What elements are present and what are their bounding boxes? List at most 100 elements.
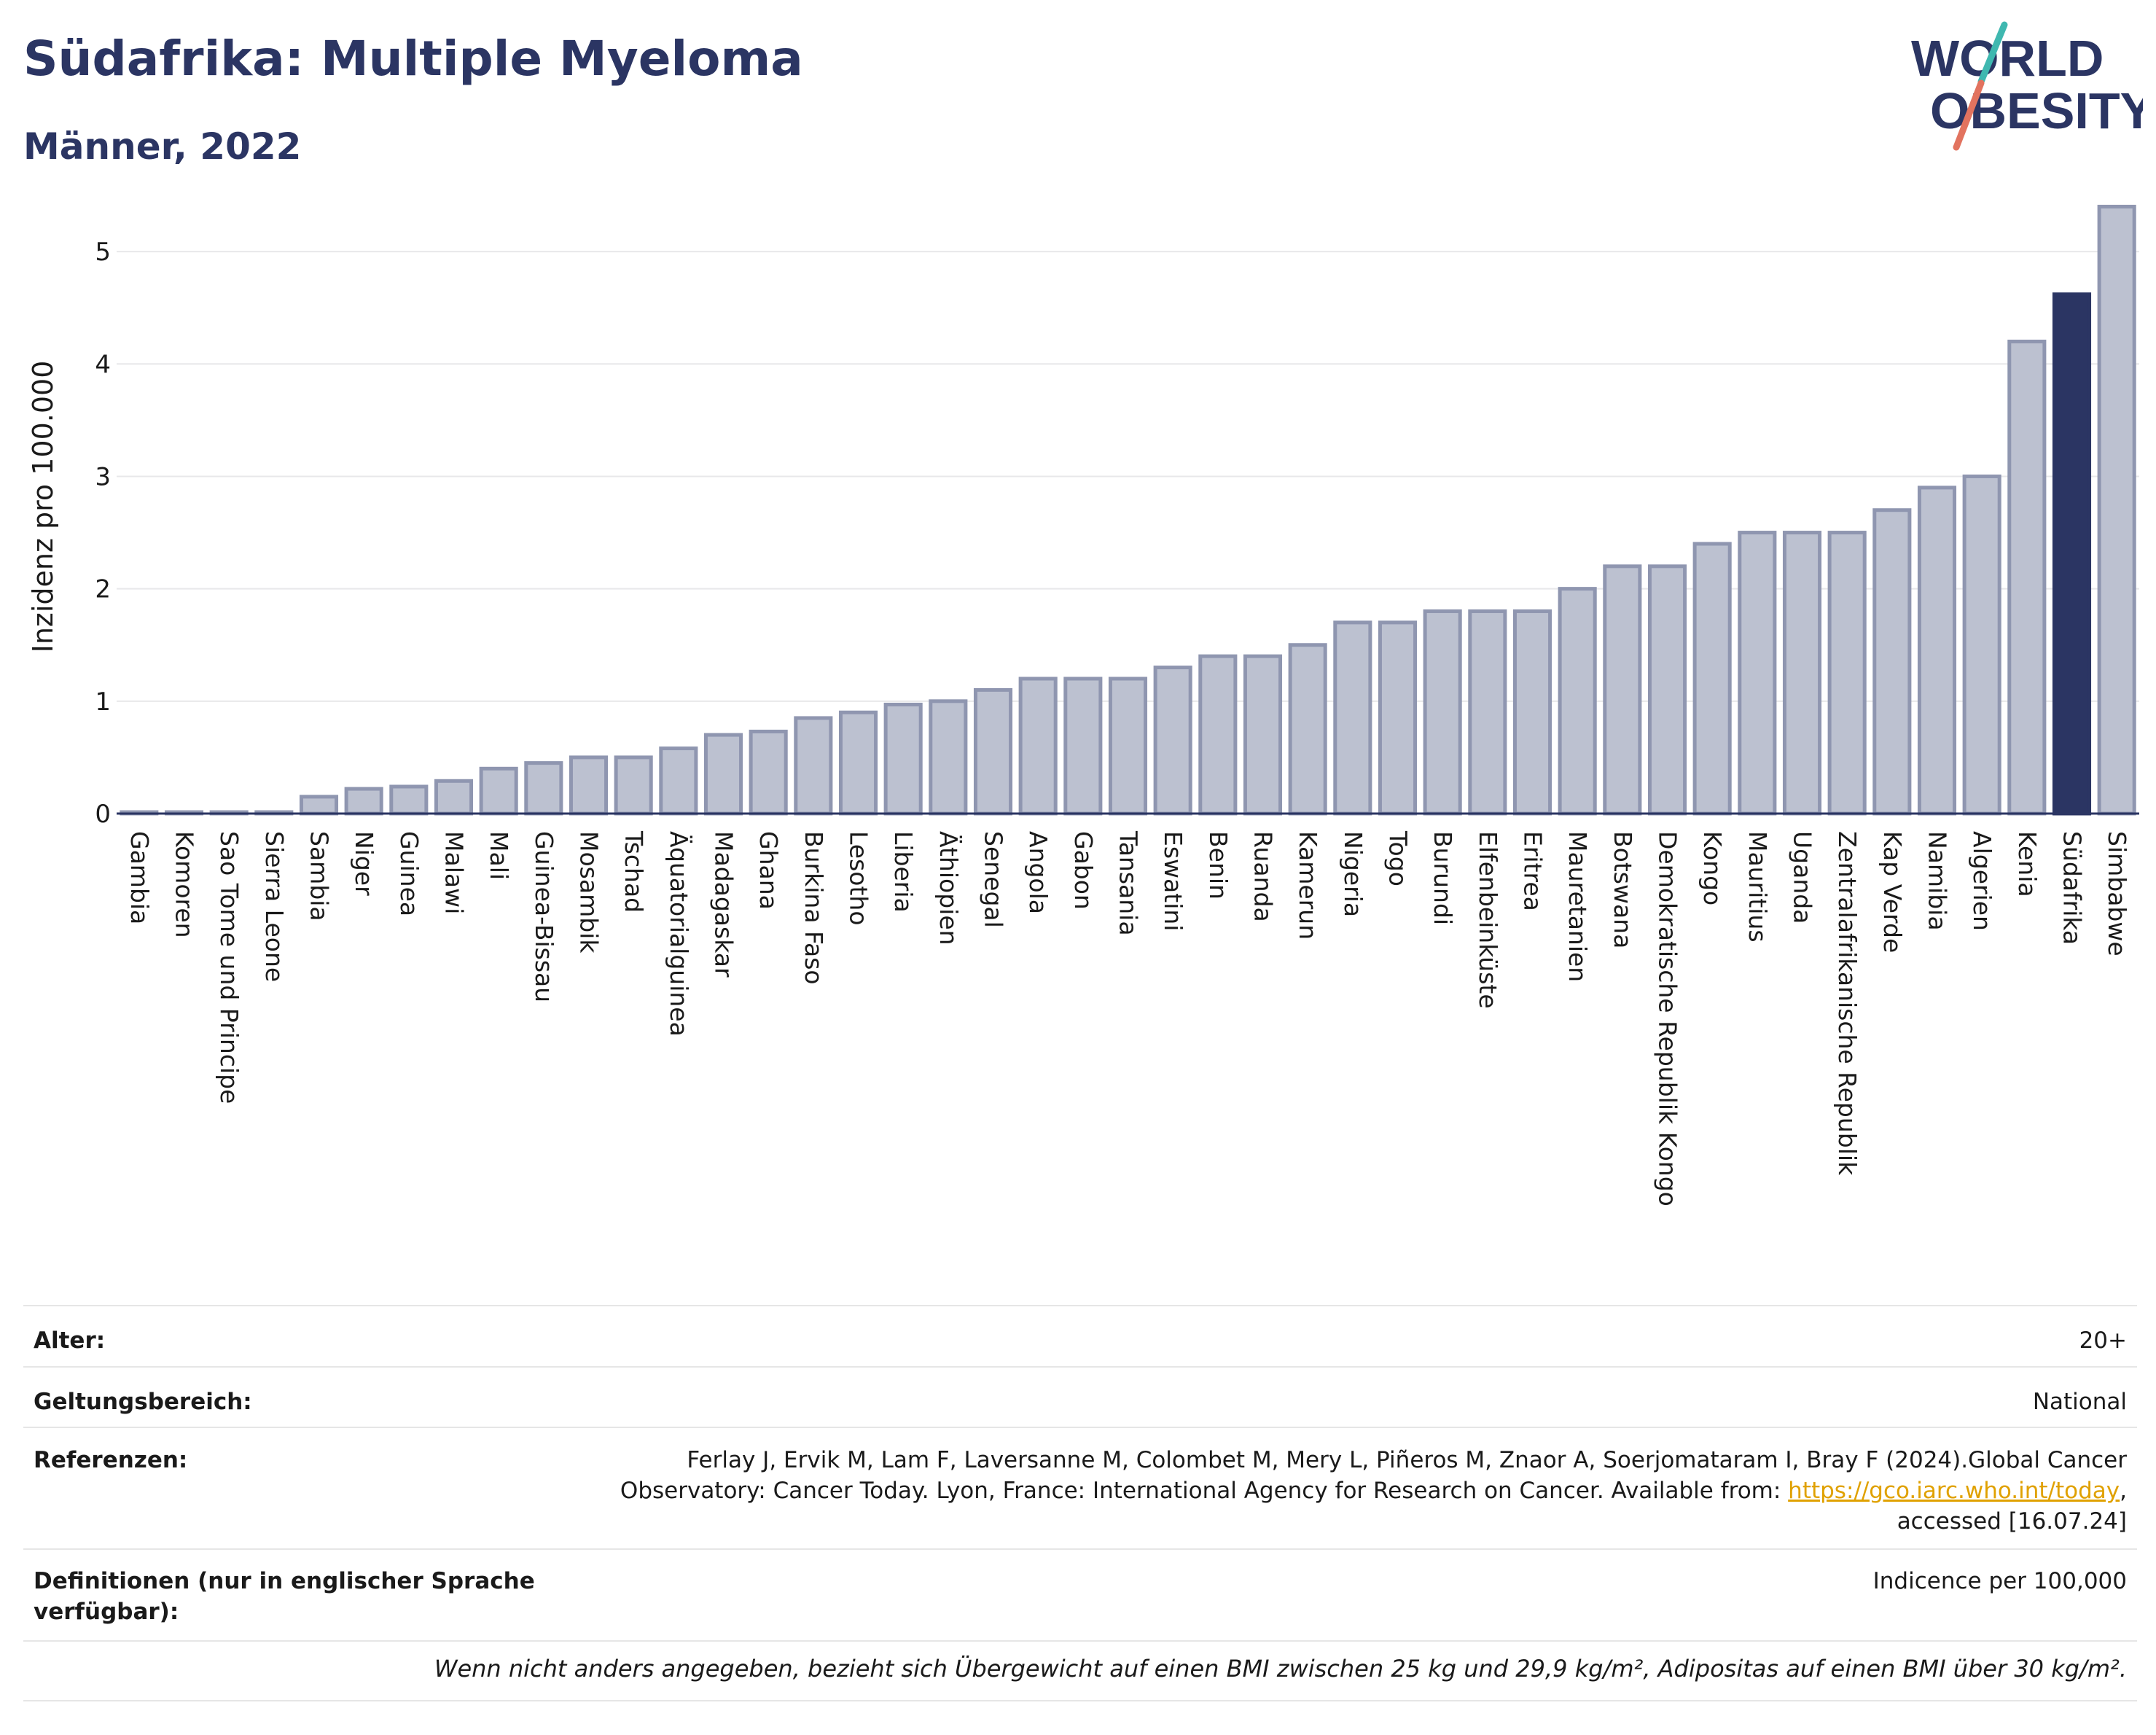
bar-mosambik[interactable] [569,755,609,816]
bar-mauretanien[interactable] [1558,587,1597,816]
info-row-scope: Geltungsbereich: National [23,1387,2137,1417]
bar-ruanda[interactable] [1243,654,1283,816]
x-tick-label-namibia: Namibia [1923,831,1952,931]
age-label: Alter: [34,1327,106,1354]
info-row-definitions: Definitionen (nur in englischer Sprache … [23,1566,2137,1627]
x-tick-label-madagaskar: Madagaskar [710,831,738,978]
bar-guinea-bissau[interactable] [524,761,563,816]
bar-botswana[interactable] [1603,564,1642,816]
bar-mali[interactable] [479,766,518,816]
bar-elfenbeinkuste[interactable] [1468,609,1507,816]
y-tick-label: 4 [95,350,111,379]
bar-burundi[interactable] [1423,609,1462,816]
x-tick-label-uganda: Uganda [1789,831,1817,924]
x-tick-labels: Gambia Komoren Sao Tome und Principe Sierra… [125,830,2131,1206]
x-tick-label-togo: Togo [1384,830,1413,886]
x-tick-label-kongo: Kongo [1698,831,1727,905]
reference-link[interactable]: https://gco.iarc.who.int/today [1788,1478,2120,1504]
x-tick-label-sambia: Sambia [305,831,334,921]
x-tick-label-sierra-leone: Sierra Leone [260,831,289,982]
y-tick-label: 2 [95,575,111,604]
bar-nigeria[interactable] [1333,620,1372,816]
x-tick-label-malawi: Malawi [440,831,469,914]
bar-malawi[interactable] [434,779,474,816]
bar-tansania[interactable] [1108,677,1148,816]
bar-tschad[interactable] [614,755,653,816]
definitions-label-line-2: verfügbar): [34,1599,179,1625]
bar-kenia[interactable] [2007,339,2047,816]
x-tick-label-algerien: Algerien [1968,831,1996,931]
bar-liberia[interactable] [883,702,923,816]
bar-demokratische-republik-kongo[interactable] [1647,564,1687,816]
bar-kap-verde[interactable] [1872,508,1912,816]
x-tick-label-kap-verde: Kap Verde [1878,831,1907,953]
definitions-label-line-1: Definitionen (nur in englischer Sprache [34,1568,535,1594]
logo-slash-coral [1953,79,1985,151]
x-tick-label-eritrea: Eritrea [1519,831,1547,911]
x-tick-label-benin: Benin [1204,831,1233,900]
bar-togo[interactable] [1378,620,1418,816]
definitions-label: Definitionen (nur in englischer Sprache … [34,1566,535,1627]
x-tick-label-simbabwe: Simbabwe [2103,831,2131,956]
bar-sudafrika[interactable] [2052,292,2092,816]
x-tick-label-angola: Angola [1024,831,1052,914]
x-tick-label-guinea-bissau: Guinea-Bissau [530,831,558,1002]
logo-line-world: WORLD [1911,30,2104,87]
x-tick-label-gambia: Gambia [125,831,154,924]
x-tick-label-aquatorialguinea: Äquatorialguinea [665,831,693,1037]
info-divider [23,1700,2137,1701]
bar-zentralafrikanische-republik[interactable] [1827,531,1867,816]
reference-line-2-text: Observatory: Cancer Today. Lyon, France:… [620,1478,1789,1504]
x-tick-label-zentralafrikanische-republik: Zentralafrikanische Republik [1833,831,1862,1176]
bar-lesotho[interactable] [838,710,878,816]
x-tick-label-burkina-faso: Burkina Faso [800,831,828,985]
bar-burkina-faso[interactable] [794,716,833,816]
bar-niger[interactable] [344,787,383,816]
bar-kamerun[interactable] [1288,643,1327,816]
x-tick-label-guinea: Guinea [395,831,423,916]
scope-value: National [2032,1389,2127,1415]
x-tick-label-elfenbeinkuste: Elfenbeinküste [1474,831,1502,1009]
bar-uganda[interactable] [1782,531,1822,816]
age-value: 20+ [2079,1327,2127,1354]
bar-ghana[interactable] [749,729,788,816]
bar-benin[interactable] [1198,654,1238,816]
reference-line-1: Ferlay J, Ervik M, Lam F, Laversanne M, … [687,1447,2127,1473]
bar-senegal[interactable] [973,687,1013,816]
chart-title: Südafrika: Multiple Myeloma [23,31,803,87]
reference-line-2: Observatory: Cancer Today. Lyon, France:… [620,1475,2127,1506]
bar-athiopien[interactable] [929,699,968,816]
reference-line-3: accessed [16.07.24] [1897,1508,2127,1535]
x-tick-label-athiopien: Äthiopien [934,831,963,946]
x-tick-label-mali: Mali [485,831,513,880]
bar-mauritius[interactable] [1738,531,1777,816]
x-tick-label-sudafrika: Südafrika [2058,831,2087,945]
x-tick-label-mosambik: Mosambik [575,831,604,954]
y-tick-label: 1 [95,687,111,717]
bar-eswatini[interactable] [1153,666,1192,816]
bar-madagaskar[interactable] [703,733,743,816]
logo-slash-teal [1977,21,2008,85]
bar-eritrea[interactable] [1512,609,1552,816]
info-divider [23,1640,2137,1642]
x-tick-label-senegal: Senegal [980,831,1008,928]
bar-aquatorialguinea[interactable] [659,746,698,816]
bar-sambia[interactable] [299,795,339,816]
bar-namibia[interactable] [1917,486,1957,816]
x-tick-label-burundi: Burundi [1429,831,1457,925]
x-tick-label-nigeria: Nigeria [1339,831,1367,917]
y-tick-label: 5 [95,238,111,267]
x-tick-label-mauretanien: Mauretanien [1563,831,1592,982]
bar-kongo[interactable] [1692,542,1732,816]
x-tick-label-liberia: Liberia [889,831,918,913]
bar-gabon[interactable] [1063,677,1103,816]
x-tick-label-ruanda: Ruanda [1249,831,1278,922]
bar-simbabwe[interactable] [2097,204,2136,816]
bar-guinea[interactable] [389,784,429,816]
reference-line-2-suffix: , [2120,1478,2127,1504]
y-axis-label: Inzidenz pro 100.000 [27,361,59,653]
world-obesity-logo: WORLD OBESITY [1911,21,2143,151]
bar-angola[interactable] [1018,677,1058,816]
footnote: Wenn nicht anders angegeben, bezieht sic… [434,1655,2127,1683]
bar-algerien[interactable] [1962,474,2001,816]
